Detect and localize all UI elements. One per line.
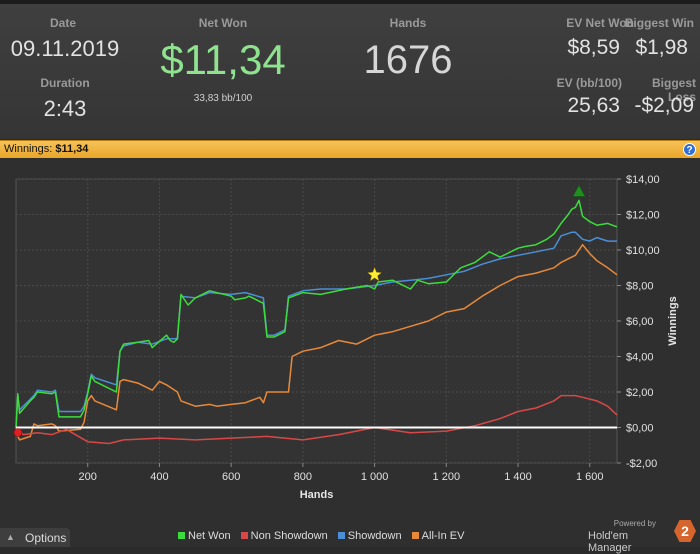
net-won-label: Net Won: [198, 16, 248, 30]
legend-non-showdown[interactable]: Non Showdown: [240, 530, 328, 542]
chart-legend: Net Won Non Showdown Showdown All-In EV: [178, 530, 471, 542]
brand-name: Hold'em Manager: [588, 530, 632, 554]
legend-showdown[interactable]: Showdown: [337, 530, 402, 542]
winnings-value: $11,34: [55, 143, 89, 155]
y-tick-label: $2,00: [626, 387, 654, 399]
ev-bb-value: 25,63: [567, 94, 620, 117]
chart-markers: [13, 184, 586, 437]
legend-label: Non Showdown: [250, 530, 328, 542]
start-pin-icon: [13, 428, 23, 437]
legend-label: All-In EV: [421, 530, 465, 542]
ev-net-won-label: EV Net Won: [566, 16, 634, 30]
net-won-value: $11,34: [160, 36, 286, 83]
hands-label: Hands: [389, 16, 427, 30]
hem-logo-icon: 2: [674, 520, 696, 542]
y-tick-label: -$2,00: [626, 458, 657, 470]
x-tick-label: 1 000: [361, 471, 389, 483]
y-axis-label: Winnings: [667, 296, 679, 345]
series-line-net-won: [15, 199, 618, 428]
winnings-chart: -$2,00 $0,00 $2,00 $4,00 $6,00 $8,00 $10,00 $12…: [13, 174, 679, 501]
y-axis-ticks: -$2,00 $0,00 $2,00 $4,00 $6,00 $8,00 $10,00 $12…: [617, 174, 660, 470]
options-button[interactable]: ▲ Options: [0, 528, 70, 547]
duration-label: Duration: [40, 76, 90, 90]
x-axis-label: Hands: [300, 489, 334, 501]
y-tick-label: $6,00: [626, 316, 654, 328]
hands-value: 1676: [363, 38, 453, 82]
y-tick-label: $10,00: [626, 245, 660, 257]
biggest-loss-label: Biggest Loss: [651, 76, 696, 104]
top-strip: [0, 0, 700, 4]
winnings-chart-panel: -$2,00 $0,00 $2,00 $4,00 $6,00 $8,00 $10,00 $12…: [0, 158, 700, 527]
x-tick-label: 800: [294, 471, 312, 483]
biggest-win-label: Biggest Win: [624, 16, 694, 30]
y-tick-label: $4,00: [626, 352, 654, 364]
legend-all-in-ev[interactable]: All-In EV: [411, 530, 465, 542]
x-tick-label: 600: [222, 471, 240, 483]
peak-triangle-icon: [572, 184, 586, 197]
legend-swatch: [411, 532, 419, 539]
legend-label: Showdown: [347, 530, 402, 542]
options-label: Options: [25, 531, 67, 545]
brand-area: Powered by Hold'em Manager 2: [588, 518, 698, 554]
y-tick-label: $12,00: [626, 210, 660, 222]
x-tick-label: 1 400: [504, 471, 532, 483]
net-won-bb-value: 33,83 bb/100: [193, 93, 253, 104]
legend-swatch: [337, 532, 345, 539]
duration-value: 2:43: [43, 96, 87, 121]
winnings-label: Winnings:: [4, 143, 53, 155]
powered-by-text: Powered by: [613, 519, 656, 528]
date-value: 09.11.2019: [10, 36, 120, 61]
legend-swatch: [240, 532, 248, 539]
legend-net-won[interactable]: Net Won: [178, 530, 231, 542]
date-label: Date: [49, 16, 76, 30]
x-tick-label: 1 200: [433, 471, 461, 483]
x-tick-label: 400: [150, 471, 168, 483]
biggest-win-value: $1,98: [635, 36, 688, 59]
expand-triangle-icon: ▲: [6, 532, 15, 542]
y-tick-label: $14,00: [626, 174, 660, 186]
winnings-banner-text: Winnings: $11,34: [4, 143, 88, 155]
biggest-loss-value: -$2,09: [634, 94, 694, 117]
x-tick-label: 1 600: [576, 471, 604, 483]
legend-label: Net Won: [188, 530, 231, 542]
x-axis-ticks: 200 400 600 800 1 000 1 200 1 400 1 600: [79, 463, 604, 483]
ev-bb-label: EV (bb/100): [556, 76, 622, 90]
y-tick-label: $8,00: [626, 281, 654, 293]
winnings-banner: Winnings: $11,34 ?: [0, 140, 700, 159]
series-line-showdown: [15, 231, 617, 428]
help-icon[interactable]: ?: [683, 143, 696, 156]
y-tick-label: $0,00: [626, 423, 654, 435]
chart-series: [15, 199, 618, 445]
footer-bar: [0, 527, 700, 547]
best-hand-star-icon: [367, 267, 382, 282]
x-tick-label: 200: [79, 471, 97, 483]
series-line-non-showdown: [15, 394, 618, 445]
ev-net-won-value: $8,59: [567, 36, 620, 59]
legend-swatch: [178, 532, 185, 539]
stats-header: Date 09.11.2019 Duration 2:43 Net Won $1…: [0, 4, 700, 139]
